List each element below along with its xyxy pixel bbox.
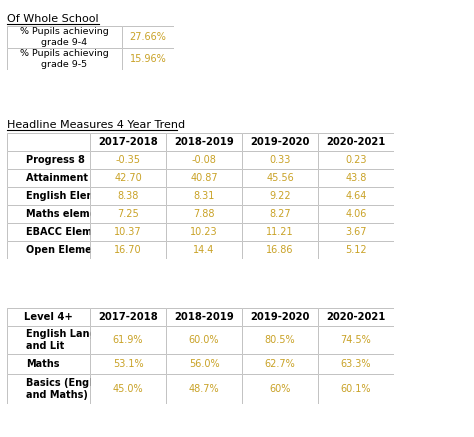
Text: Of Whole School: Of Whole School [7,14,99,24]
Text: English Lang
and Lit: English Lang and Lit [26,329,97,351]
Text: % Pupils achieving
grade 9-4: % Pupils achieving grade 9-4 [20,27,109,47]
Text: 3.67: 3.67 [345,227,367,237]
Text: 16.70: 16.70 [114,245,142,255]
Text: 48.7%: 48.7% [189,384,219,394]
Text: Maths element: Maths element [26,209,108,219]
Text: 0.33: 0.33 [269,155,291,165]
Text: Headline Measures 4 Year Trend: Headline Measures 4 Year Trend [7,120,185,130]
Text: 11.21: 11.21 [266,227,294,237]
Text: 4.64: 4.64 [346,191,367,201]
Text: Open Element: Open Element [26,245,103,255]
Text: 80.5%: 80.5% [264,335,295,345]
Text: Level 4+: Level 4+ [24,312,73,322]
Text: 2020-2021: 2020-2021 [326,312,386,322]
Text: 42.70: 42.70 [114,173,142,183]
Text: 15.96%: 15.96% [129,54,166,64]
Text: 9.22: 9.22 [269,191,291,201]
Text: -0.35: -0.35 [116,155,140,165]
Text: 2017-2018: 2017-2018 [98,137,158,147]
Text: 43.8: 43.8 [346,173,367,183]
Text: 5.12: 5.12 [345,245,367,255]
Text: 14.4: 14.4 [193,245,215,255]
Text: 60.1%: 60.1% [341,384,371,394]
Text: Maths: Maths [26,359,59,369]
Text: 16.86: 16.86 [266,245,294,255]
Text: 56.0%: 56.0% [189,359,219,369]
Text: 7.88: 7.88 [193,209,215,219]
Text: 2020-2021: 2020-2021 [326,137,386,147]
Text: -0.08: -0.08 [191,155,217,165]
Text: 60.0%: 60.0% [189,335,219,345]
Text: 0.23: 0.23 [345,155,367,165]
Text: 2018-2019: 2018-2019 [174,312,234,322]
Text: 2019-2020: 2019-2020 [250,137,310,147]
Text: 45.56: 45.56 [266,173,294,183]
Text: Attainment 8: Attainment 8 [26,173,98,183]
Text: EBACC Element: EBACC Element [26,227,110,237]
Text: English Element: English Element [26,191,115,201]
Text: 60%: 60% [269,384,291,394]
Text: 53.1%: 53.1% [113,359,143,369]
Text: 74.5%: 74.5% [341,335,371,345]
Text: 2017-2018: 2017-2018 [98,312,158,322]
Text: 27.66%: 27.66% [129,32,166,42]
Text: Basics (English
and Maths): Basics (English and Maths) [26,378,109,400]
Text: 62.7%: 62.7% [264,359,295,369]
Text: 2019-2020: 2019-2020 [250,312,310,322]
Text: 8.27: 8.27 [269,209,291,219]
Text: % Pupils achieving
grade 9-5: % Pupils achieving grade 9-5 [20,49,109,69]
Text: 10.23: 10.23 [190,227,218,237]
Text: 8.38: 8.38 [117,191,139,201]
Text: 63.3%: 63.3% [341,359,371,369]
Text: 8.31: 8.31 [193,191,215,201]
Text: 4.06: 4.06 [346,209,367,219]
Text: Progress 8: Progress 8 [26,155,85,165]
Text: 40.87: 40.87 [190,173,218,183]
Text: 7.25: 7.25 [117,209,139,219]
Text: 45.0%: 45.0% [113,384,143,394]
Text: 2018-2019: 2018-2019 [174,137,234,147]
Text: 10.37: 10.37 [114,227,142,237]
Text: 61.9%: 61.9% [113,335,143,345]
